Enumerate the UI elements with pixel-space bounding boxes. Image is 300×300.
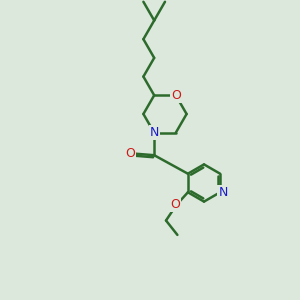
Text: O: O — [170, 198, 180, 212]
Text: O: O — [125, 147, 135, 160]
Text: N: N — [149, 126, 159, 139]
Text: O: O — [171, 89, 181, 102]
Text: N: N — [218, 186, 228, 199]
